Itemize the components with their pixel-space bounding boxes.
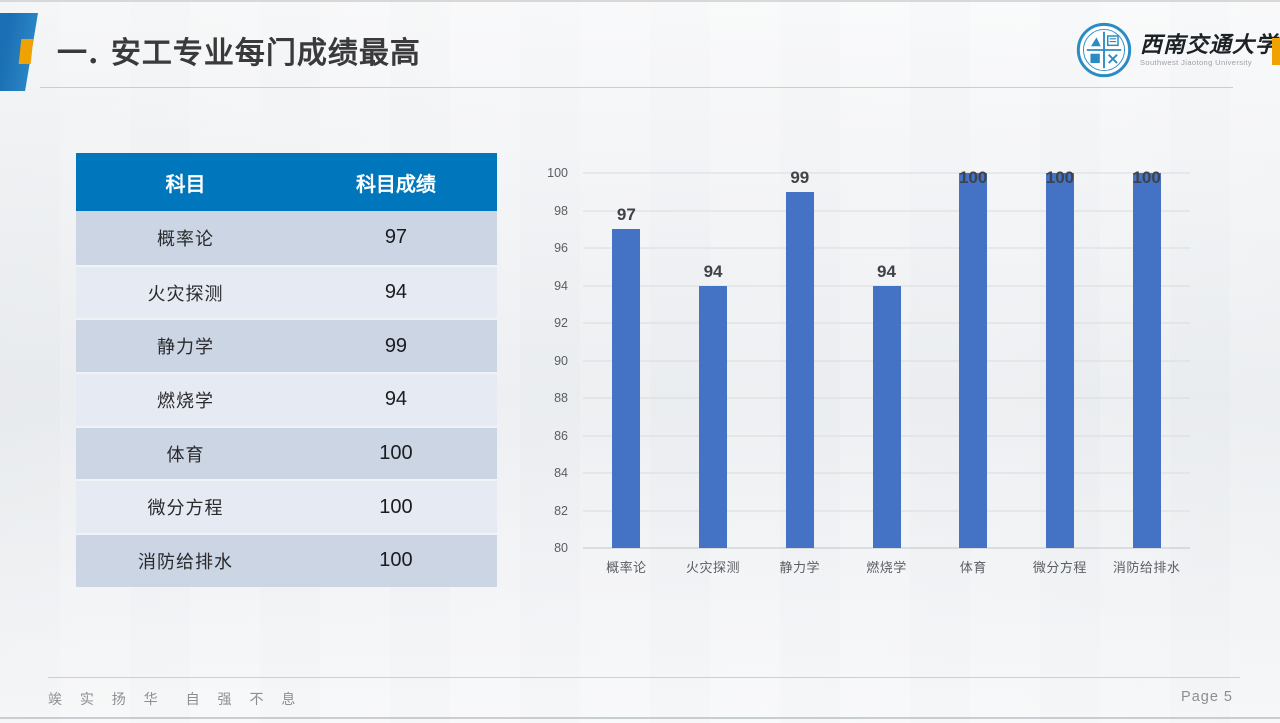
chart-bar [699, 285, 728, 548]
subject-cell: 火灾探测 [147, 283, 224, 304]
score-table: 科目 科目成绩 概率论 97 火灾探测 94 静力学 99 燃烧学 94 体育 100 微分方程 10… [76, 153, 497, 587]
footer-divider [48, 677, 1240, 678]
title-divider [40, 87, 1233, 88]
score-cell: 94 [384, 388, 408, 411]
y-tick-label: 100 [547, 166, 568, 180]
subject-cell: 体育 [166, 444, 205, 465]
subject-cell: 消防给排水 [137, 551, 233, 572]
chart-y-axis-labels: 80 82 84 86 88 90 92 94 96 98 100 [528, 166, 568, 555]
table-row: 静力学 99 [76, 318, 497, 373]
subject-cell: 概率论 [156, 228, 214, 249]
y-tick-label: 86 [554, 428, 568, 443]
bar-data-label: 100 [1132, 168, 1161, 187]
y-tick-label: 92 [554, 316, 568, 330]
right-edge-accent [1272, 38, 1280, 65]
bar-data-label: 100 [959, 168, 988, 187]
score-cell: 94 [384, 281, 408, 304]
x-tick-label: 燃烧学 [866, 560, 907, 575]
chart-bar [1045, 173, 1074, 548]
university-name-en: Southwest Jiaotong University [1140, 58, 1253, 68]
y-tick-label: 82 [554, 503, 568, 518]
x-tick-label: 消防给排水 [1112, 560, 1181, 575]
table-row: 概率论 97 [76, 211, 497, 265]
gridline [583, 172, 1190, 174]
x-tick-label: 微分方程 [1032, 560, 1087, 575]
university-logo: 西南交通大学 Southwest Jiaotong University [1076, 22, 1278, 78]
gridline [583, 210, 1190, 211]
score-cell: 99 [384, 334, 408, 357]
table-header-score: 科目成绩 [355, 173, 436, 196]
university-logo-text: 西南交通大学 Southwest Jiaotong University [1140, 33, 1278, 67]
bar-data-label: 97 [616, 205, 636, 225]
chart-bar [612, 229, 641, 548]
x-tick-label: 概率论 [606, 560, 647, 575]
subject-cell: 静力学 [156, 337, 214, 358]
chart-bar [872, 285, 901, 548]
chart-bar [785, 191, 814, 548]
bar-data-label: 99 [790, 167, 810, 187]
university-emblem-icon [1076, 22, 1132, 78]
table-header-subject: 科目 [165, 173, 206, 196]
slide-top-border [0, 0, 1280, 2]
table-row: 消防给排水 100 [76, 533, 497, 587]
bar-data-label: 94 [703, 261, 723, 281]
y-tick-label: 84 [554, 466, 568, 480]
table-row: 火灾探测 94 [76, 264, 497, 319]
university-name-cn: 西南交通大学 [1140, 31, 1279, 58]
x-tick-label: 火灾探测 [686, 560, 741, 575]
table-row: 微分方程 100 [76, 479, 497, 534]
y-tick-label: 90 [554, 353, 568, 368]
table-row: 体育 100 [76, 425, 497, 480]
slide-bottom-border [0, 717, 1280, 719]
x-tick-label: 静力学 [779, 560, 821, 575]
y-tick-label: 80 [554, 541, 568, 555]
gridline [583, 247, 1190, 249]
corner-decoration-orange [18, 39, 34, 64]
y-tick-label: 88 [554, 391, 568, 405]
chart-bar [959, 173, 988, 548]
footer-motto: 竢 实 扬 华 自 强 不 息 [48, 691, 303, 707]
table-row: 燃烧学 94 [76, 372, 497, 426]
subject-cell: 燃烧学 [156, 390, 214, 411]
chart-x-axis-labels: 概率论 火灾探测 静力学 燃烧学 体育 微分方程 消防给排水 [583, 557, 1190, 575]
score-cell: 100 [379, 442, 413, 465]
table-body: 概率论 97 火灾探测 94 静力学 99 燃烧学 94 体育 100 微分方程 100 消防给排水 10… [76, 211, 497, 587]
footer-page-number: Page 5 [1181, 689, 1233, 705]
y-tick-label: 98 [554, 203, 568, 218]
table-header-row: 科目 科目成绩 [76, 153, 497, 211]
x-tick-label: 体育 [959, 560, 987, 575]
y-tick-label: 96 [554, 241, 568, 255]
score-cell: 100 [379, 495, 413, 518]
bar-chart: 80 82 84 86 88 90 92 94 96 98 100 97 94 99 94 100 100 10… [547, 166, 1190, 575]
slide-title: 一. 安工专业每门成绩最高 [57, 36, 421, 71]
bar-data-label: 100 [1045, 168, 1075, 187]
chart-bar [1132, 173, 1161, 548]
y-tick-label: 94 [554, 278, 568, 293]
subject-cell: 微分方程 [147, 498, 224, 519]
score-cell: 100 [379, 549, 413, 572]
score-cell: 97 [384, 226, 408, 249]
bar-data-label: 94 [877, 261, 896, 281]
